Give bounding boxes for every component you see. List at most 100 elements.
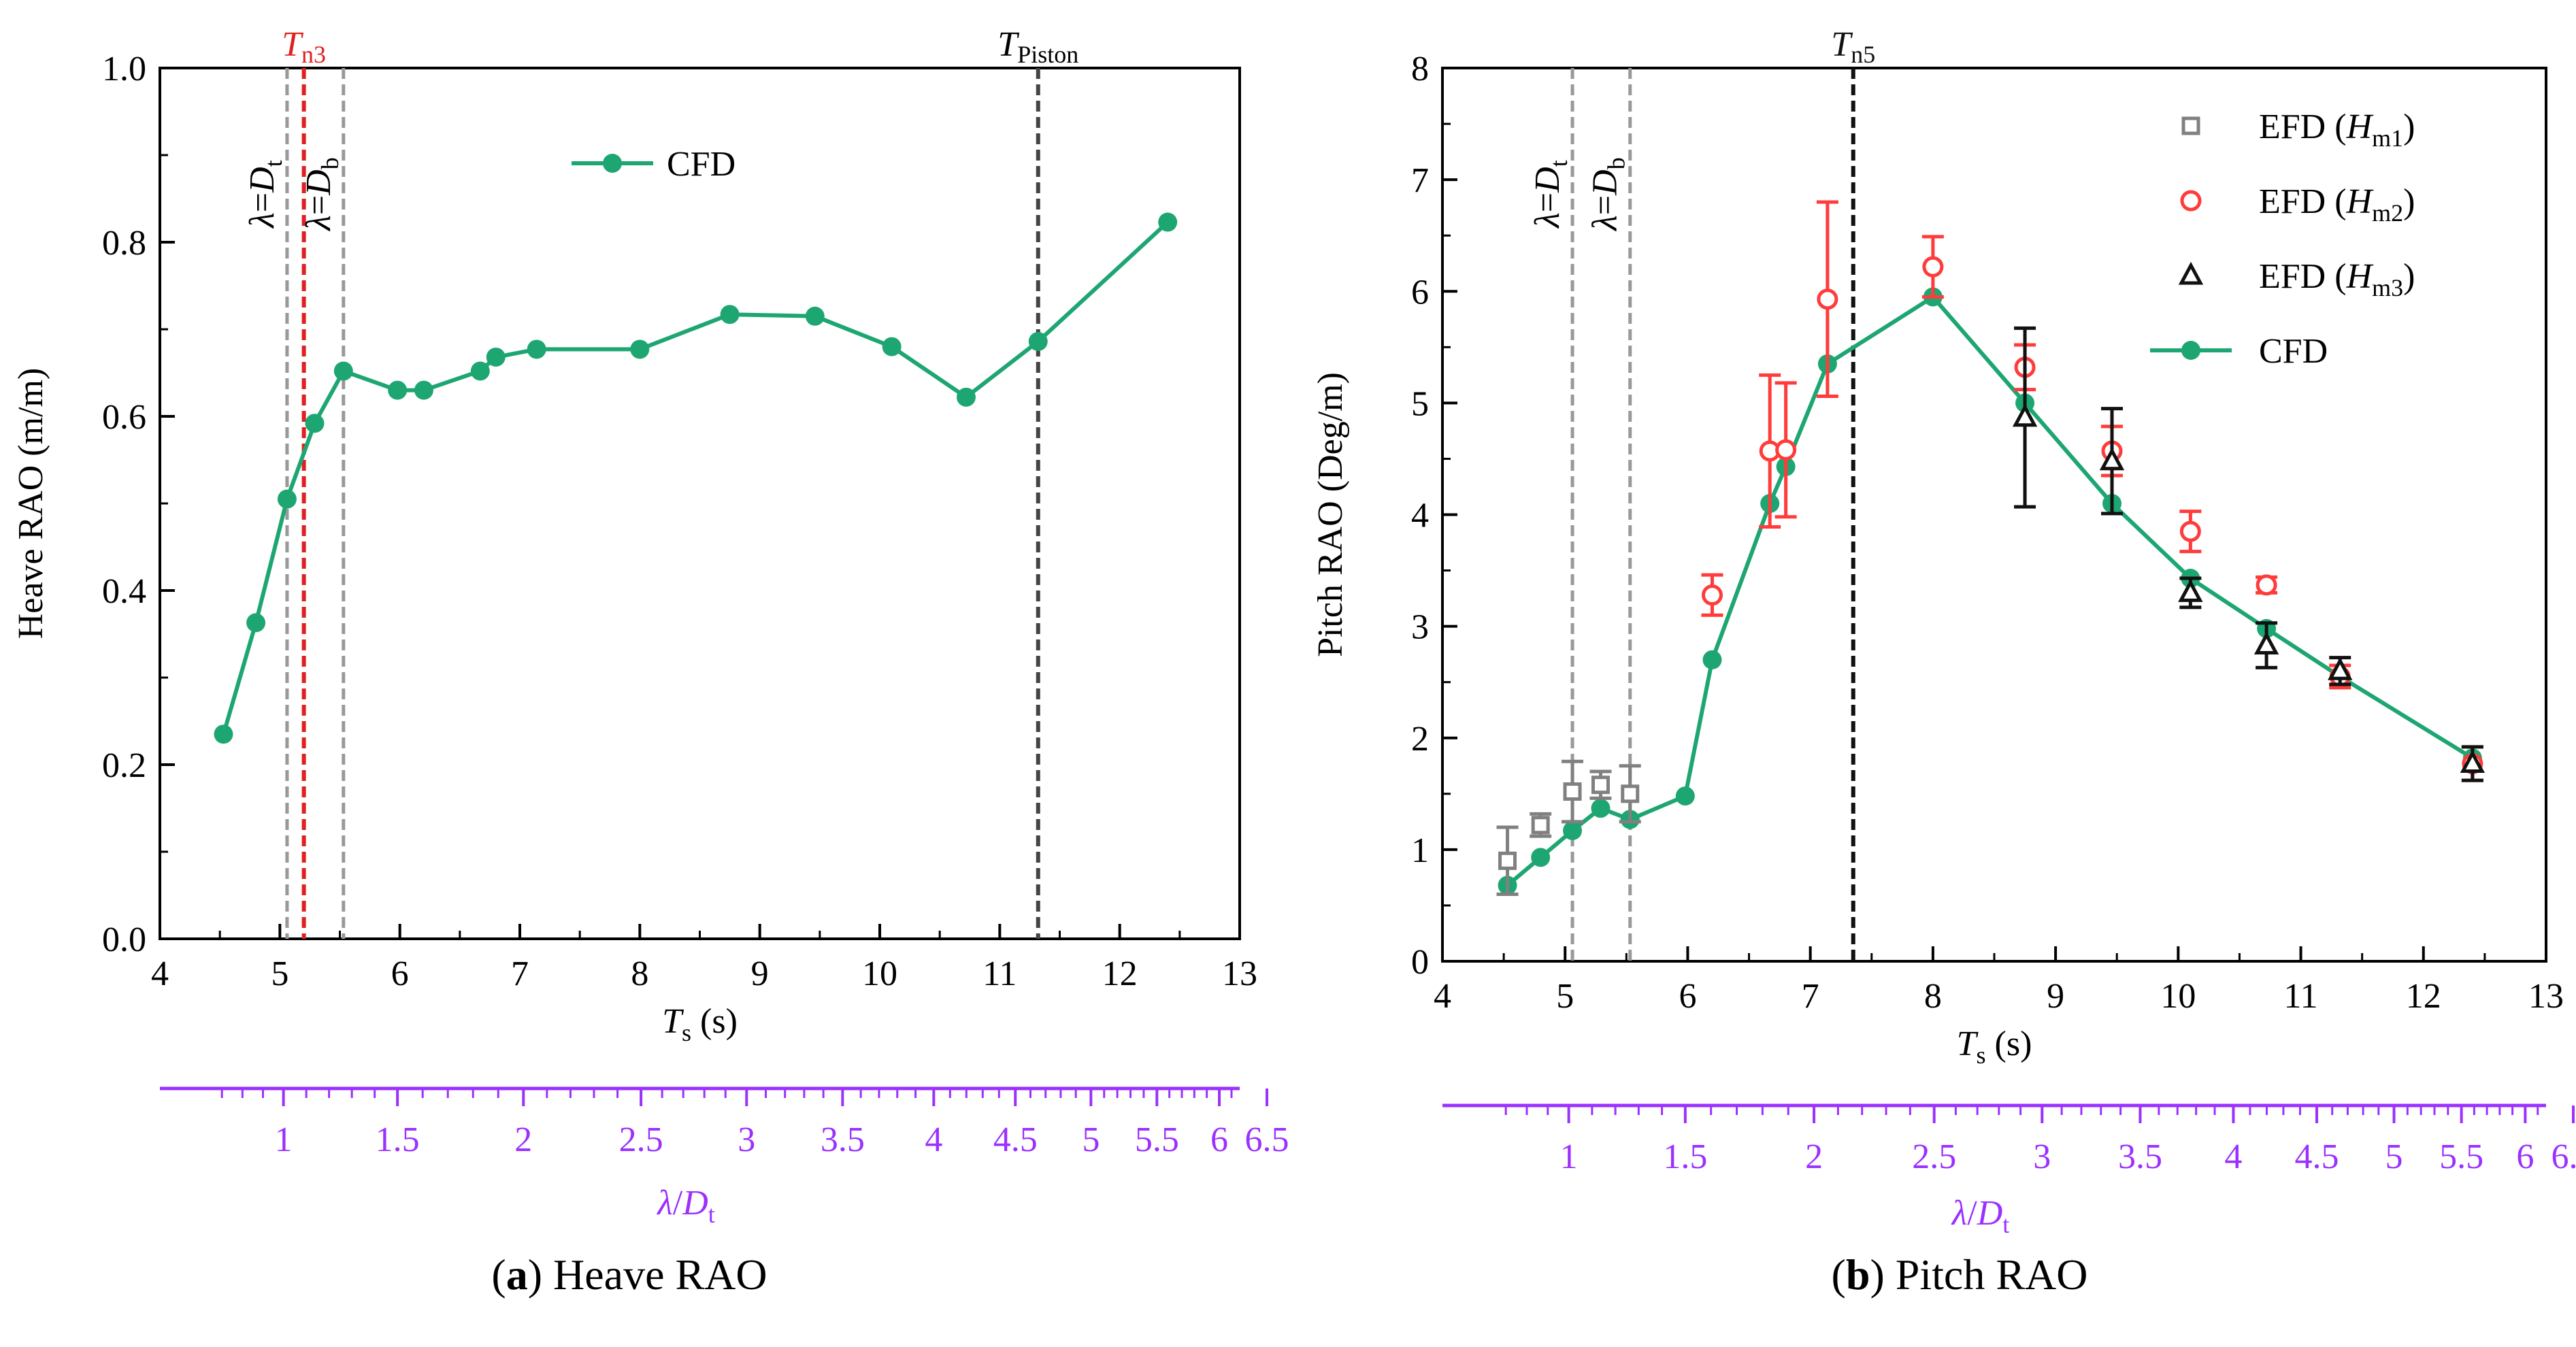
secondary-tick-label: 1: [1560, 1137, 1578, 1176]
vline-label: λ=Dt: [243, 160, 287, 229]
text-span: t: [1545, 160, 1572, 167]
x-tick-label: 10: [2160, 977, 2196, 1016]
data-point: [1623, 786, 1638, 801]
text-span: T: [1957, 1025, 1979, 1063]
secondary-tick-label: 2: [1805, 1137, 1823, 1176]
text-span: t: [260, 160, 287, 167]
legend-marker: [2181, 341, 2200, 360]
text-span: ): [2403, 107, 2415, 146]
y-tick-label: 2: [1411, 720, 1429, 759]
text-span: Pitch RAO: [1885, 1250, 2088, 1299]
text-span: λ: [243, 212, 282, 229]
x-tick-label: 4: [1434, 977, 1451, 1016]
data-point: [1702, 650, 1721, 669]
data-point: [1500, 853, 1515, 868]
x-tick-label: 12: [2406, 977, 2441, 1016]
y-tick-label: 0.0: [102, 920, 146, 959]
text-span: λ: [1951, 1194, 1968, 1233]
data-point: [1777, 441, 1795, 459]
text-span: T: [1831, 25, 1853, 64]
text-span: D: [1528, 167, 1567, 193]
x-tick-label: 7: [511, 954, 529, 993]
text-span: EFD (: [2259, 182, 2347, 221]
data-point: [1531, 848, 1550, 867]
data-point: [246, 613, 265, 632]
text-span: λ: [299, 215, 338, 232]
secondary-tick-label: 6.5: [1245, 1120, 1289, 1159]
series-cfd-line: [1508, 297, 2473, 886]
text-span: b: [1846, 1250, 1870, 1299]
x-axis-label: Ts (s): [1957, 1025, 2032, 1069]
secondary-tick-label: 3: [738, 1120, 755, 1159]
text-span: D: [682, 1184, 708, 1223]
y-tick-label: 1.0: [102, 50, 146, 88]
secondary-tick-label: 4: [925, 1120, 942, 1159]
y-tick-label: 0.4: [102, 572, 146, 611]
data-point: [2181, 522, 2199, 540]
x-tick-label: 4: [151, 954, 169, 993]
panel-caption: (b) Pitch RAO: [1832, 1250, 2088, 1299]
legend-marker: [603, 154, 622, 173]
text-span: b: [1603, 157, 1630, 169]
text-span: /: [1967, 1194, 1977, 1233]
x-tick-label: 11: [982, 954, 1017, 993]
data-point: [1819, 290, 1836, 308]
text-span: D: [1977, 1194, 2003, 1233]
secondary-axis-label: λ/Dt: [1951, 1194, 2010, 1238]
text-span: m1: [2372, 124, 2403, 152]
text-span: EFD (: [2259, 257, 2347, 296]
y-tick-label: 8: [1411, 50, 1429, 88]
data-point: [2181, 582, 2200, 600]
vline-label: λ=Db: [1586, 157, 1630, 231]
data-point: [486, 348, 506, 367]
y-tick-label: 4: [1411, 497, 1429, 535]
secondary-tick-label: 6.5: [2552, 1137, 2576, 1176]
secondary-tick-label: 6: [1210, 1120, 1228, 1159]
legend-label: EFD (Hm1): [2259, 107, 2415, 152]
data-point: [1924, 258, 1942, 276]
data-point: [806, 307, 825, 326]
text-span: /: [673, 1184, 683, 1223]
data-point: [2258, 576, 2275, 594]
text-span: D: [1586, 169, 1625, 196]
data-point: [721, 305, 740, 324]
secondary-tick-label: 1.5: [376, 1120, 420, 1159]
text-span: ): [2403, 182, 2415, 221]
secondary-axis-label: λ/Dt: [656, 1184, 715, 1228]
vline-label: Tn5: [1831, 25, 1875, 68]
text-span: T: [662, 1002, 684, 1041]
vline-label: λ=Dt: [1528, 160, 1572, 229]
y-tick-label: 0.2: [102, 746, 146, 785]
text-span: λ: [1586, 215, 1625, 232]
y-tick-label: 7: [1411, 161, 1429, 200]
x-tick-label: 13: [2528, 977, 2564, 1016]
data-point: [1676, 786, 1695, 805]
y-tick-label: 1: [1411, 831, 1429, 870]
data-point: [278, 490, 297, 509]
x-tick-label: 6: [391, 954, 409, 993]
text-span: b: [316, 157, 344, 169]
data-point: [957, 388, 976, 407]
secondary-tick-label: 4: [2224, 1137, 2242, 1176]
secondary-tick-label: 1: [275, 1120, 293, 1159]
text-span: H: [2346, 257, 2374, 296]
text-span: (: [1832, 1250, 1846, 1299]
text-span: ): [1870, 1250, 1884, 1299]
legend-label: EFD (Hm2): [2259, 182, 2415, 227]
text-span: m3: [2372, 274, 2403, 301]
secondary-tick-label: 3.5: [821, 1120, 865, 1159]
secondary-tick-label: 5: [2385, 1137, 2403, 1176]
secondary-tick-label: 2: [514, 1120, 532, 1159]
text-span: =: [1528, 193, 1567, 212]
secondary-tick-label: 2.5: [1912, 1137, 1956, 1176]
text-span: λ: [656, 1184, 673, 1223]
data-point: [305, 414, 324, 433]
text-span: Heave RAO: [542, 1250, 767, 1299]
x-tick-label: 8: [631, 954, 648, 993]
text-span: T: [282, 25, 303, 64]
text-span: CFD: [2259, 332, 2328, 371]
secondary-tick-label: 5.5: [1135, 1120, 1179, 1159]
x-tick-label: 7: [1802, 977, 1819, 1016]
